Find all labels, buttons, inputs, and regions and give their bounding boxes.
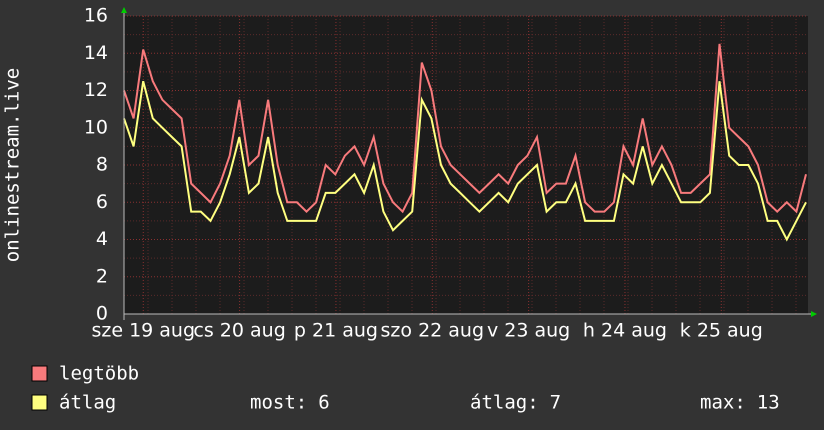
legend-swatch [31, 365, 48, 382]
legend: legtöbb átlag most: 6 átlag: 7 max: 13 [31, 363, 780, 414]
y-tick-label: 0 [96, 303, 108, 325]
x-tick-label: sze 19 aug [91, 320, 195, 342]
y-tick-label: 6 [96, 191, 108, 213]
legend-swatch [31, 394, 48, 411]
y-axis-label: onlinestream.live [2, 68, 24, 262]
y-tick-label: 2 [96, 265, 108, 287]
y-tick-label: 14 [84, 42, 108, 64]
stat-value: 7 [550, 392, 561, 414]
legend-label: legtöbb [59, 363, 139, 385]
y-tick-label: 8 [96, 154, 108, 176]
y-tick-label: 4 [96, 228, 108, 250]
stat-value: 13 [757, 392, 780, 414]
legend-label: átlag [59, 392, 116, 414]
stat-label: max: [700, 392, 746, 414]
y-tick-label: 12 [84, 79, 108, 101]
x-tick-label: h 24 aug [583, 320, 667, 342]
series-line [123, 43, 807, 214]
y-tick-label: 16 [84, 5, 108, 27]
stat-label: átlag: [470, 392, 539, 414]
x-tick-label: v 23 aug [487, 320, 570, 342]
stat-value: 6 [318, 392, 329, 414]
y-tick-label: 10 [84, 116, 108, 138]
lines [123, 43, 807, 242]
x-tick-label: k 25 aug [680, 320, 763, 342]
x-tick-label: szo 22 aug [381, 320, 485, 342]
series-line [123, 80, 807, 242]
stat-label: most: [250, 392, 307, 414]
x-arrow [811, 311, 817, 317]
y-arrow [121, 7, 127, 13]
x-tick-label: cs 20 aug [193, 320, 285, 342]
minor-grid [124, 16, 808, 314]
x-tick-label: p 21 aug [294, 320, 378, 342]
